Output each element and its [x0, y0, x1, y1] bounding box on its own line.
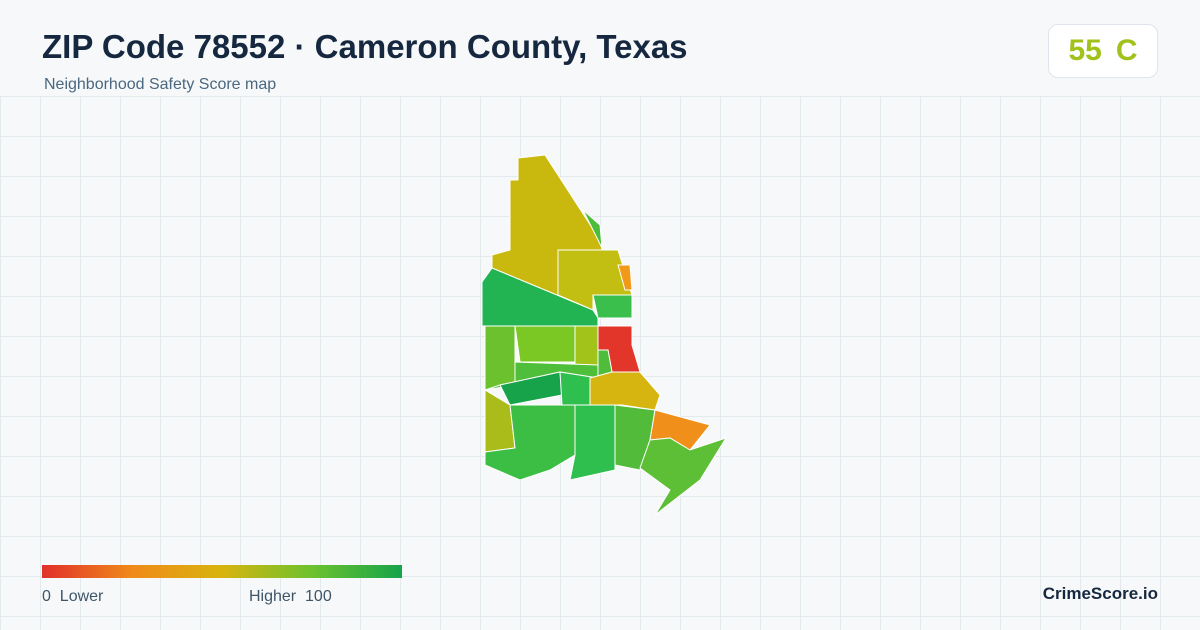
area [514, 325, 576, 363]
area [639, 437, 728, 516]
legend-gradient [42, 565, 402, 578]
area [569, 404, 616, 481]
legend-min: 0 Lower [42, 588, 103, 606]
score-grade: C [1115, 34, 1138, 67]
area [484, 325, 516, 391]
legend-min-value: 0 [42, 588, 51, 605]
legend-max: Higher 100 [249, 588, 332, 606]
area [592, 294, 633, 319]
brand[interactable]: CrimeScore.io [1042, 584, 1158, 603]
area [582, 209, 603, 249]
area [481, 267, 599, 327]
area [574, 325, 599, 366]
score-badge: 55 C [1048, 24, 1158, 78]
legend-max-label: Higher [249, 588, 297, 605]
score-value: 55 [1068, 34, 1102, 67]
legend-max-value: 100 [305, 588, 332, 605]
page-subtitle: Neighborhood Safety Score map [44, 76, 277, 93]
area [589, 371, 661, 411]
page-title: ZIP Code 78552 · Cameron County, Texas [42, 28, 688, 65]
legend-min-label: Lower [59, 588, 104, 605]
area [617, 264, 633, 291]
